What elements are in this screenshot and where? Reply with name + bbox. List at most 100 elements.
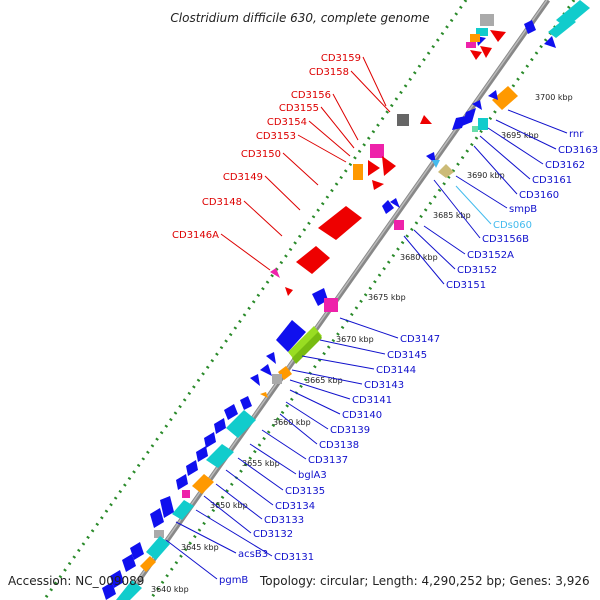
gene-label[interactable]: CD3154 <box>267 117 307 128</box>
gene-label[interactable]: CD3158 <box>309 67 349 78</box>
gene-label[interactable]: CD3143 <box>364 380 404 391</box>
gene-feature-orange <box>192 474 214 494</box>
gene-label[interactable]: pgmB <box>219 575 248 586</box>
gene-label[interactable]: CD3159 <box>321 53 361 64</box>
gene-feature-red <box>368 160 380 176</box>
gene-feature-green <box>288 326 322 362</box>
kbp-tick-label: 3665 kbp <box>305 376 343 385</box>
gene-feature-cyan <box>172 500 194 520</box>
reverse-strand-genes <box>102 0 590 600</box>
gene-label[interactable]: CD3161 <box>532 175 572 186</box>
gene-feature-blue <box>240 396 252 410</box>
gene-feature-blue <box>122 554 136 572</box>
gene-label[interactable]: CD3151 <box>446 280 486 291</box>
label-leader-line <box>332 93 359 141</box>
gene-label[interactable]: CD3147 <box>400 334 440 345</box>
label-leader-line <box>215 483 263 520</box>
gene-label[interactable]: rnr <box>569 129 584 140</box>
gene-label[interactable]: CD3135 <box>285 486 325 497</box>
gene-feature-cyan <box>146 536 170 560</box>
gene-label[interactable]: acsB3 <box>238 549 268 560</box>
gene-label[interactable]: CD3145 <box>387 350 427 361</box>
gene-label[interactable]: CD3138 <box>319 440 359 451</box>
label-leader-line <box>487 127 544 165</box>
gene-label[interactable]: CD3133 <box>264 515 304 526</box>
label-leader-line <box>297 134 347 163</box>
gene-label[interactable]: CD3163 <box>558 145 598 156</box>
gene-feature-cyan <box>478 118 488 130</box>
label-leader-line <box>264 175 301 211</box>
gene-feature-blue <box>276 320 306 352</box>
gene-label[interactable]: CD3155 <box>279 103 319 114</box>
gene-feature-red <box>480 46 492 58</box>
kbp-tick-label: 3670 kbp <box>336 335 374 344</box>
gene-label[interactable]: CD3156 <box>291 90 331 101</box>
kbp-tick-label: 3650 kbp <box>210 501 248 510</box>
gene-feature-orange <box>353 164 363 180</box>
gene-label[interactable]: CD3144 <box>376 365 416 376</box>
kbp-tick-label: 3640 kbp <box>151 585 189 594</box>
gene-feature-magenta <box>270 268 280 278</box>
label-leader-line <box>165 539 218 580</box>
gene-label[interactable]: CD3160 <box>519 190 559 201</box>
label-leader-line <box>195 509 273 557</box>
gene-label[interactable]: CD3153 <box>256 131 296 142</box>
gene-label[interactable]: CDs060 <box>493 220 532 231</box>
gene-label[interactable]: CD3152 <box>457 265 497 276</box>
label-leader-line <box>220 233 271 271</box>
gene-feature-red <box>382 156 396 176</box>
label-leader-line <box>279 413 318 445</box>
kbp-ticks: 3640 kbp 3645 kbp 3650 kbp 3655 kbp 3660 kbp… <box>151 93 573 594</box>
label-leader-line <box>479 135 531 180</box>
label-leader-line <box>243 200 283 237</box>
label-leader-line <box>495 119 557 150</box>
kbp-tick-label: 3655 kbp <box>242 459 280 468</box>
gene-label[interactable]: CD3156B <box>482 234 529 245</box>
gene-label[interactable]: CD3162 <box>545 160 585 171</box>
gene-feature-red <box>420 115 432 124</box>
gene-feature-blue <box>224 404 238 420</box>
gene-label[interactable]: CD3148 <box>202 197 242 208</box>
label-leader-line <box>175 521 237 554</box>
gene-feature-blue <box>150 508 164 528</box>
gene-label[interactable]: CD3139 <box>330 425 370 436</box>
map-title: Clostridium difficile 630, complete geno… <box>170 11 429 25</box>
gene-label[interactable]: CD3150 <box>241 149 281 160</box>
gene-feature-orange <box>260 392 268 398</box>
genome-summary-text: Topology: circular; Length: 4,290,252 bp… <box>259 574 590 588</box>
gene-feature-magenta <box>182 490 190 498</box>
kbp-tick-label: 3675 kbp <box>368 293 406 302</box>
gene-feature-gray <box>397 114 409 126</box>
kbp-tick-label: 3680 kbp <box>400 253 438 262</box>
label-leader-line <box>282 152 319 186</box>
label-leader-line <box>350 70 391 113</box>
gene-label[interactable]: CD3149 <box>223 172 263 183</box>
gene-feature-green <box>292 332 322 364</box>
kbp-tick-label: 3695 kbp <box>501 131 539 140</box>
gene-label[interactable]: CD3146A <box>172 230 219 241</box>
label-leader-line <box>455 175 508 209</box>
gene-feature-blue <box>130 542 144 560</box>
gene-feature-blue <box>544 36 556 48</box>
gene-label[interactable]: bglA3 <box>298 470 327 481</box>
gene-label[interactable]: smpB <box>509 204 537 215</box>
gene-feature-red <box>490 30 506 42</box>
label-leader-line <box>237 457 284 491</box>
gene-feature-tan <box>438 164 454 178</box>
gene-feature-blue <box>260 364 272 376</box>
gene-feature-magenta <box>466 42 476 48</box>
gene-label[interactable]: CD3131 <box>274 552 314 563</box>
gene-label[interactable]: CD3140 <box>342 410 382 421</box>
gene-feature-magenta <box>394 220 404 230</box>
gene-label[interactable]: CD3152A <box>467 250 514 261</box>
label-leader-line <box>285 401 329 430</box>
label-leader-line <box>319 339 386 355</box>
gene-label[interactable]: CD3137 <box>308 455 348 466</box>
gene-feature-orange <box>140 556 156 572</box>
gene-label[interactable]: CD3141 <box>352 395 392 406</box>
label-leader-line <box>339 317 399 339</box>
label-leader-line <box>249 443 297 475</box>
gene-label[interactable]: CD3132 <box>253 529 293 540</box>
gene-feature-blue <box>488 90 498 100</box>
gene-label[interactable]: CD3134 <box>275 501 315 512</box>
